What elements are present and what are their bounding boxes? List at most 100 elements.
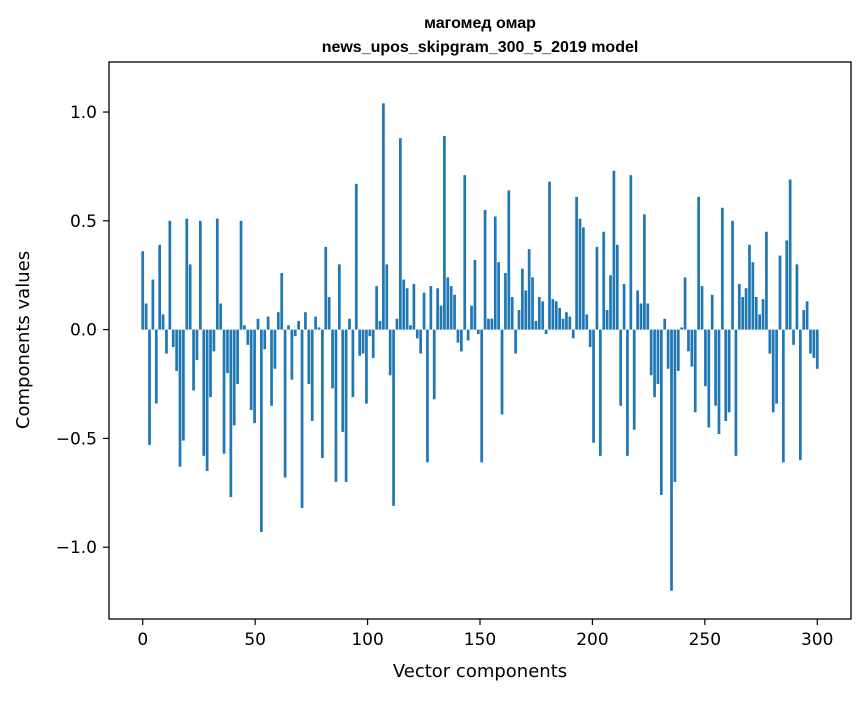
bar bbox=[680, 327, 684, 330]
x-tick-label: 200 bbox=[576, 630, 608, 650]
bar bbox=[554, 301, 558, 330]
y-tick-label: 0.0 bbox=[70, 321, 97, 341]
bar bbox=[232, 329, 236, 426]
bar bbox=[161, 314, 165, 330]
bar bbox=[365, 329, 368, 404]
bar bbox=[429, 286, 433, 330]
bar bbox=[151, 279, 155, 330]
bar bbox=[148, 329, 151, 445]
bar bbox=[551, 299, 555, 330]
bar bbox=[331, 329, 334, 389]
bar bbox=[782, 329, 785, 463]
bar bbox=[246, 329, 250, 345]
bar bbox=[226, 329, 229, 374]
bar bbox=[283, 329, 287, 478]
bar bbox=[731, 220, 734, 330]
bar bbox=[473, 260, 477, 330]
bar bbox=[598, 329, 602, 456]
x-axis-ticks: 0 50 100 150 200 250 300 bbox=[137, 619, 833, 650]
bar bbox=[595, 246, 599, 330]
bar bbox=[717, 329, 721, 435]
bar bbox=[588, 329, 592, 348]
bar bbox=[470, 305, 473, 330]
bar bbox=[212, 329, 216, 352]
bar bbox=[490, 318, 494, 330]
bar bbox=[432, 329, 436, 400]
bar bbox=[815, 329, 819, 369]
bar bbox=[768, 329, 772, 354]
bar bbox=[178, 329, 182, 467]
bar bbox=[771, 329, 775, 413]
bar bbox=[568, 316, 572, 330]
bar bbox=[636, 290, 639, 330]
bar bbox=[334, 329, 338, 482]
bar bbox=[307, 329, 311, 385]
bar bbox=[548, 181, 551, 330]
bar bbox=[175, 329, 178, 371]
bar bbox=[287, 325, 290, 330]
bar bbox=[290, 329, 294, 380]
bar bbox=[531, 277, 534, 330]
x-tick-label: 300 bbox=[801, 630, 833, 650]
bar bbox=[609, 275, 612, 330]
bar bbox=[659, 329, 663, 495]
bar bbox=[158, 244, 162, 330]
bar bbox=[182, 329, 185, 441]
bar bbox=[734, 329, 738, 456]
bar bbox=[724, 329, 728, 421]
bar bbox=[324, 246, 328, 330]
bar bbox=[663, 318, 667, 330]
bar bbox=[168, 220, 172, 330]
bar bbox=[527, 249, 531, 330]
bar bbox=[561, 318, 565, 330]
bar bbox=[382, 103, 385, 330]
bar bbox=[443, 135, 446, 330]
bar bbox=[449, 286, 453, 330]
bar bbox=[219, 303, 223, 330]
bar bbox=[409, 325, 412, 330]
bar bbox=[704, 329, 707, 387]
bar bbox=[653, 329, 656, 398]
bar bbox=[314, 316, 317, 330]
bar bbox=[602, 231, 606, 330]
bar bbox=[446, 277, 450, 330]
bar bbox=[721, 207, 724, 330]
bar bbox=[693, 329, 697, 413]
bar bbox=[253, 329, 256, 424]
bar bbox=[592, 329, 595, 443]
bar bbox=[765, 231, 768, 330]
bar bbox=[239, 220, 243, 330]
bar bbox=[534, 320, 538, 330]
bar bbox=[510, 296, 514, 330]
bar bbox=[632, 329, 636, 430]
bar bbox=[276, 312, 280, 330]
bar bbox=[171, 329, 175, 348]
bar bbox=[229, 329, 233, 498]
bar bbox=[629, 175, 633, 330]
bar bbox=[266, 316, 270, 330]
bar bbox=[371, 329, 375, 358]
bar bbox=[775, 329, 778, 404]
bar bbox=[707, 329, 711, 428]
bar bbox=[798, 329, 802, 461]
bar bbox=[504, 273, 507, 330]
bar bbox=[375, 286, 378, 330]
bar bbox=[439, 305, 443, 330]
bar bbox=[622, 283, 626, 330]
bar bbox=[141, 251, 145, 330]
bar bbox=[270, 329, 273, 406]
bar bbox=[761, 299, 765, 330]
bar bbox=[297, 320, 301, 330]
x-axis-label: Vector components bbox=[393, 661, 567, 682]
bar bbox=[575, 196, 578, 330]
bar bbox=[256, 318, 260, 330]
bar bbox=[683, 277, 687, 330]
bar bbox=[615, 244, 619, 330]
bar bbox=[344, 329, 348, 482]
y-tick-label: −0.5 bbox=[56, 429, 97, 449]
x-tick-label: 50 bbox=[244, 630, 266, 650]
bar bbox=[368, 329, 372, 337]
bar bbox=[385, 264, 389, 330]
